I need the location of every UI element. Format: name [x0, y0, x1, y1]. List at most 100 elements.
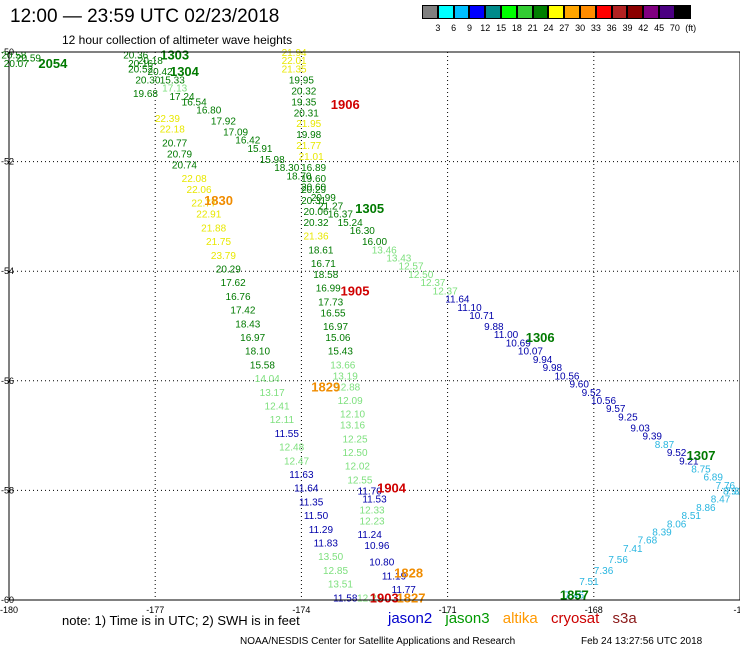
wave-height-value: 20.31 — [294, 108, 319, 119]
wave-height-value: 20.29 — [301, 185, 326, 196]
wave-height-value: 21.94 — [282, 48, 307, 59]
lat-tick-label: -58 — [1, 485, 14, 495]
colorbar-label: 9 — [466, 23, 472, 33]
wave-height-value: 21.27 — [318, 201, 343, 212]
wave-height-value: 13.46 — [372, 245, 397, 256]
wave-height-value: 16.55 — [321, 308, 346, 319]
wave-height-value: 17.13 — [162, 84, 187, 95]
wave-height-value: 13.19 — [333, 371, 358, 382]
wave-height-value: 21.36 — [304, 232, 329, 243]
lat-tick-label: -56 — [1, 376, 14, 386]
wave-height-value: 8.39 — [652, 528, 672, 539]
pass-time-label: 2054 — [38, 56, 68, 71]
wave-height-value: 11.70 — [357, 486, 382, 497]
wave-height-value: 7.46 — [565, 591, 585, 602]
colorbar-swatch — [674, 5, 691, 19]
page-title: 12:00 — 23:59 UTC 02/23/2018 — [10, 6, 280, 27]
wave-height-value: 11.19 — [382, 571, 407, 582]
pass-time-label: 1830 — [204, 193, 233, 208]
colorbar-label: 45 — [654, 23, 665, 33]
wave-height-value: 17.42 — [230, 306, 255, 317]
wave-height-value: 7.68 — [638, 536, 658, 547]
colorbar-swatch — [532, 5, 549, 19]
wave-height-value: 20.58 — [1, 51, 26, 62]
wave-height-value: 10.56 — [591, 396, 616, 407]
page-subtitle: 12 hour collection of altimeter wave hei… — [62, 33, 293, 47]
wave-height-value: 19.60 — [301, 174, 326, 185]
wave-height-value: 12.23 — [360, 517, 385, 528]
wave-height-value: 19.68 — [133, 89, 158, 100]
wave-height-value: 11.63 — [289, 470, 314, 481]
wave-height-value: 15.33 — [160, 75, 185, 86]
wave-height-value: 20.60 — [301, 182, 326, 193]
wave-height-value: 9.21 — [679, 456, 699, 467]
wave-height-value: 11.50 — [304, 511, 329, 522]
wave-height-value: 20.36 — [123, 51, 148, 62]
wave-height-value: 18.43 — [235, 319, 260, 330]
pass-time-label: 1828 — [394, 566, 423, 581]
colorbar-label: 3 — [435, 23, 441, 33]
note-text: note: 1) Time is in UTC; 2) SWH is in fe… — [62, 613, 300, 628]
wave-height-value: 17.62 — [221, 278, 246, 289]
wave-height-value: 8.86 — [696, 503, 716, 514]
pass-time-label: 1303 — [160, 48, 189, 63]
wave-height-value: 11.55 — [275, 429, 300, 440]
satellite-legend: jason2 jason3 altika cryosat s3a — [388, 610, 646, 627]
wave-height-value: 9.52 — [667, 448, 687, 459]
colorbar-label: 39 — [622, 23, 633, 33]
colorbar-label: 24 — [543, 23, 554, 33]
wave-height-value: 16.97 — [240, 333, 265, 344]
wave-height-value: 12.41 — [265, 401, 290, 412]
wave-height-value: 16.97 — [323, 322, 348, 333]
wave-height-value: 15.91 — [247, 144, 272, 155]
wave-height-value: 13.51 — [328, 580, 353, 591]
legend-s3a: s3a — [612, 610, 637, 627]
colorbar-swatch — [453, 5, 470, 19]
wave-height-value: 11.64 — [445, 295, 470, 306]
wave-height-value: 19.95 — [289, 75, 314, 86]
wave-height-value: 21.88 — [201, 223, 226, 234]
wave-height-value: 23.79 — [211, 251, 236, 262]
wave-height-value: 22.39 — [155, 114, 180, 125]
wave-height-value: 13.66 — [330, 360, 355, 371]
wave-height-value: 20.30 — [135, 75, 160, 86]
wave-height-value: 22.06 — [187, 185, 212, 196]
lon-tick-label: -174 — [292, 605, 310, 615]
wave-height-value: 22.01 — [282, 56, 307, 67]
wave-height-value: 16.99 — [316, 284, 341, 295]
pass-time-label: 1305 — [355, 201, 384, 216]
wave-height-value: 15.58 — [250, 360, 275, 371]
wave-height-value: 9.88 — [484, 322, 504, 333]
lat-tick-label: -52 — [1, 157, 14, 167]
wave-height-value: 18.70 — [286, 171, 311, 182]
colorbar-swatch — [659, 5, 675, 19]
colorbar-swatch — [580, 5, 596, 19]
wave-height-value: 15.98 — [260, 155, 285, 166]
wave-height-value: 12.85 — [323, 566, 348, 577]
wave-height-value: 21.77 — [296, 141, 321, 152]
wave-height-value: 12.21 — [357, 593, 382, 604]
wave-height-value: 9.03 — [630, 423, 650, 434]
wave-height-value: 19.98 — [296, 130, 321, 141]
wave-height-value: 10.80 — [369, 558, 394, 569]
colorbar-label: 30 — [575, 23, 586, 33]
wave-height-value: 21.75 — [206, 237, 231, 248]
wave-height-value: 20.18 — [138, 56, 163, 67]
lon-tick-label: -16 — [733, 605, 740, 615]
wave-height-value: 13.17 — [260, 388, 285, 399]
wave-height-value: 11.29 — [309, 525, 334, 536]
wave-height-value: 12.57 — [399, 262, 424, 273]
colorbar-label: 18 — [511, 23, 522, 33]
wave-height-value: 8.47 — [711, 495, 731, 506]
wave-height-value: 20.42 — [148, 67, 173, 78]
grid-layer: -180 -177 -174 -171 -168 -16 -50 -52 -54 -56 -58 -6… — [0, 47, 740, 615]
wave-height-value: 18.10 — [245, 347, 270, 358]
wave-height-value: 18.30 — [274, 163, 299, 174]
legend-jason3: jason3 — [445, 610, 490, 627]
colorbar-swatch — [485, 5, 501, 19]
pass-time-label: 1857 — [560, 588, 589, 603]
wave-height-value: 16.80 — [196, 106, 221, 117]
